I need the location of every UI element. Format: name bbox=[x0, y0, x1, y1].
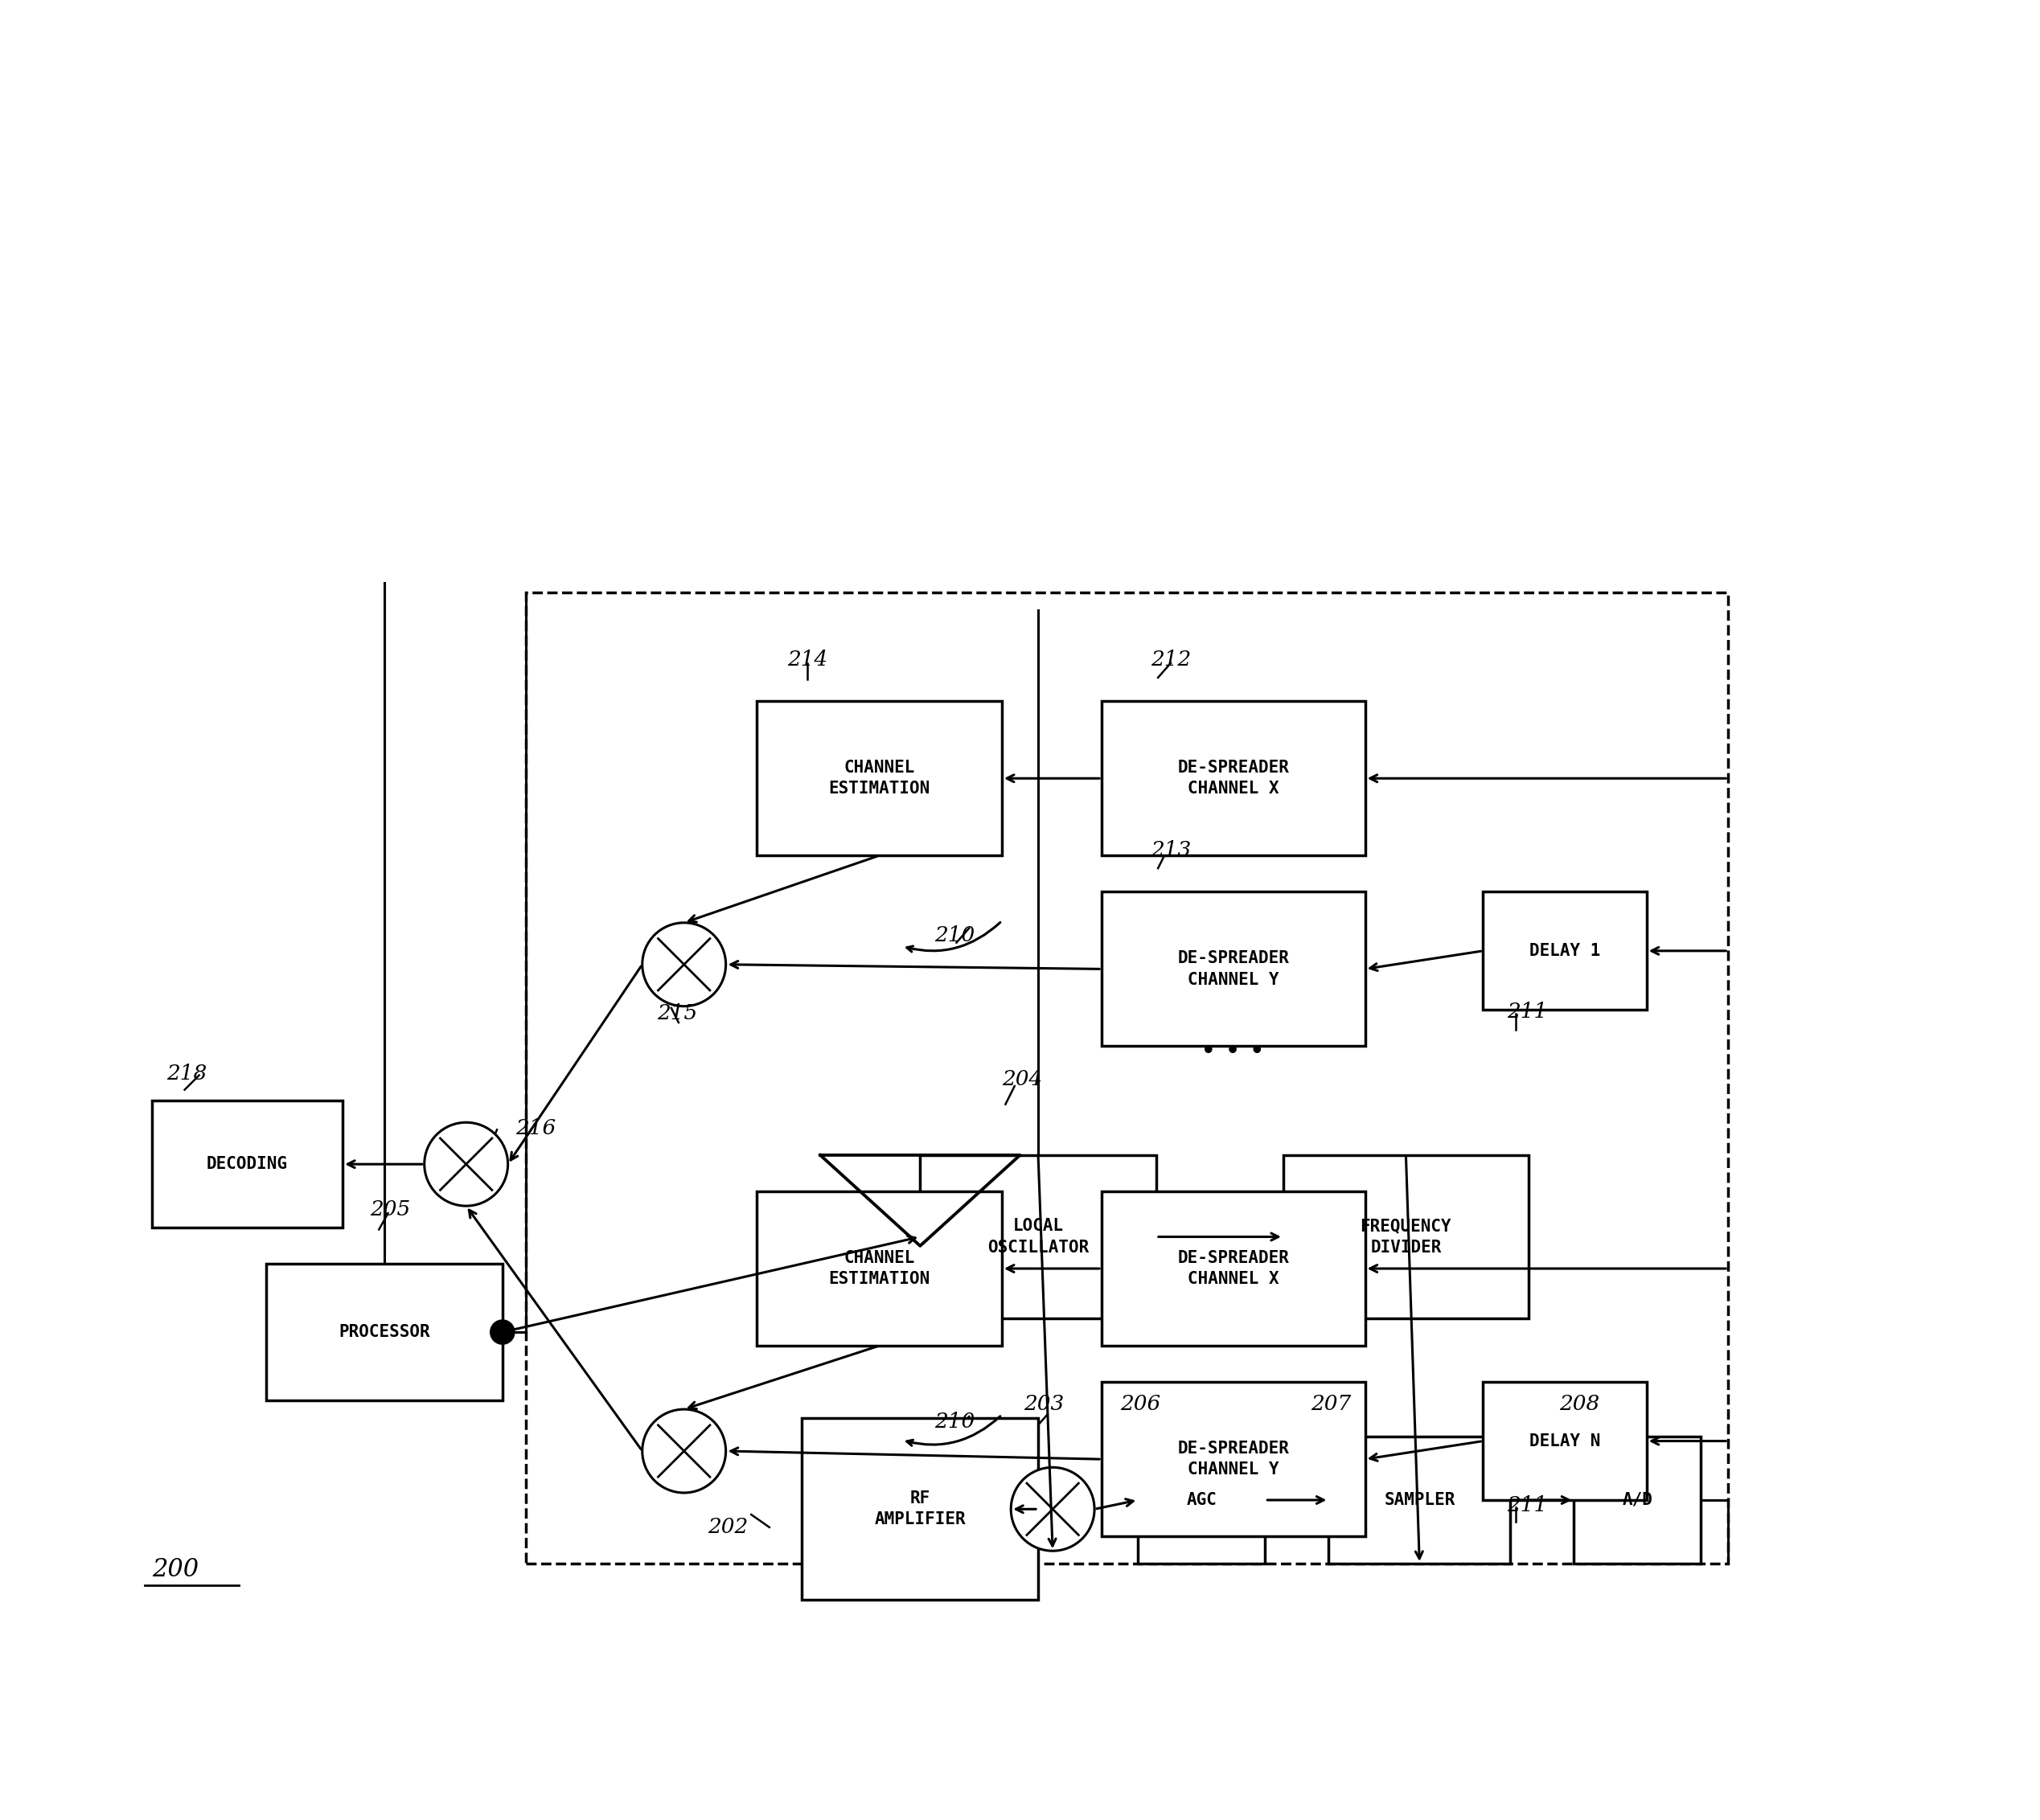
FancyBboxPatch shape bbox=[1102, 701, 1365, 855]
Text: DE-SPREADER
CHANNEL Y: DE-SPREADER CHANNEL Y bbox=[1177, 950, 1289, 988]
Text: DE-SPREADER
CHANNEL Y: DE-SPREADER CHANNEL Y bbox=[1177, 1441, 1289, 1478]
FancyBboxPatch shape bbox=[1102, 1192, 1365, 1345]
Text: 208: 208 bbox=[1559, 1394, 1599, 1414]
FancyBboxPatch shape bbox=[757, 701, 1002, 855]
FancyBboxPatch shape bbox=[1575, 1436, 1701, 1563]
Text: 210: 210 bbox=[934, 925, 975, 945]
Text: A/D: A/D bbox=[1622, 1492, 1652, 1509]
Text: 206: 206 bbox=[1120, 1394, 1161, 1414]
FancyBboxPatch shape bbox=[757, 1192, 1002, 1345]
Text: LOCAL
OSCILLATOR: LOCAL OSCILLATOR bbox=[987, 1218, 1089, 1256]
FancyBboxPatch shape bbox=[151, 1101, 343, 1229]
Text: 215: 215 bbox=[657, 1003, 698, 1023]
Text: 213: 213 bbox=[1151, 841, 1191, 861]
FancyBboxPatch shape bbox=[920, 1156, 1157, 1318]
Text: 214: 214 bbox=[787, 650, 828, 670]
Text: 200: 200 bbox=[151, 1556, 198, 1582]
Text: 210: 210 bbox=[934, 1412, 975, 1432]
FancyBboxPatch shape bbox=[1328, 1436, 1510, 1563]
FancyBboxPatch shape bbox=[267, 1265, 502, 1400]
Text: 202: 202 bbox=[708, 1518, 749, 1538]
Text: 211: 211 bbox=[1508, 1496, 1546, 1516]
Text: DECODING: DECODING bbox=[206, 1156, 288, 1172]
Circle shape bbox=[643, 1409, 726, 1492]
Circle shape bbox=[643, 923, 726, 1006]
Text: DELAY 1: DELAY 1 bbox=[1530, 943, 1599, 959]
Circle shape bbox=[490, 1320, 516, 1345]
Text: 211: 211 bbox=[1508, 1001, 1546, 1021]
Text: FREQUENCY
DIVIDER: FREQUENCY DIVIDER bbox=[1361, 1218, 1452, 1256]
FancyBboxPatch shape bbox=[1102, 1381, 1365, 1536]
Text: DELAY N: DELAY N bbox=[1530, 1432, 1599, 1449]
Text: 216: 216 bbox=[516, 1117, 555, 1138]
Text: AGC: AGC bbox=[1187, 1492, 1216, 1509]
Text: 212: 212 bbox=[1151, 650, 1191, 670]
Text: 207: 207 bbox=[1310, 1394, 1350, 1414]
Circle shape bbox=[424, 1123, 508, 1207]
FancyBboxPatch shape bbox=[1283, 1156, 1528, 1318]
Text: RF
AMPLIFIER: RF AMPLIFIER bbox=[875, 1491, 965, 1527]
Text: 204: 204 bbox=[1002, 1068, 1042, 1088]
Text: PROCESSOR: PROCESSOR bbox=[339, 1325, 430, 1340]
FancyBboxPatch shape bbox=[1102, 892, 1365, 1046]
Text: SAMPLER: SAMPLER bbox=[1383, 1492, 1455, 1509]
Text: CHANNEL
ESTIMATION: CHANNEL ESTIMATION bbox=[828, 759, 930, 797]
FancyBboxPatch shape bbox=[1138, 1436, 1265, 1563]
Text: DE-SPREADER
CHANNEL X: DE-SPREADER CHANNEL X bbox=[1177, 1250, 1289, 1287]
Text: CHANNEL
ESTIMATION: CHANNEL ESTIMATION bbox=[828, 1250, 930, 1287]
FancyBboxPatch shape bbox=[1483, 892, 1646, 1010]
FancyBboxPatch shape bbox=[1483, 1381, 1646, 1500]
Circle shape bbox=[1012, 1467, 1093, 1551]
Text: 218: 218 bbox=[167, 1063, 206, 1083]
Text: 205: 205 bbox=[369, 1199, 410, 1219]
Text: 203: 203 bbox=[1024, 1394, 1065, 1414]
Text: • • •: • • • bbox=[1200, 1039, 1265, 1065]
Text: DE-SPREADER
CHANNEL X: DE-SPREADER CHANNEL X bbox=[1177, 759, 1289, 797]
FancyBboxPatch shape bbox=[802, 1418, 1038, 1600]
